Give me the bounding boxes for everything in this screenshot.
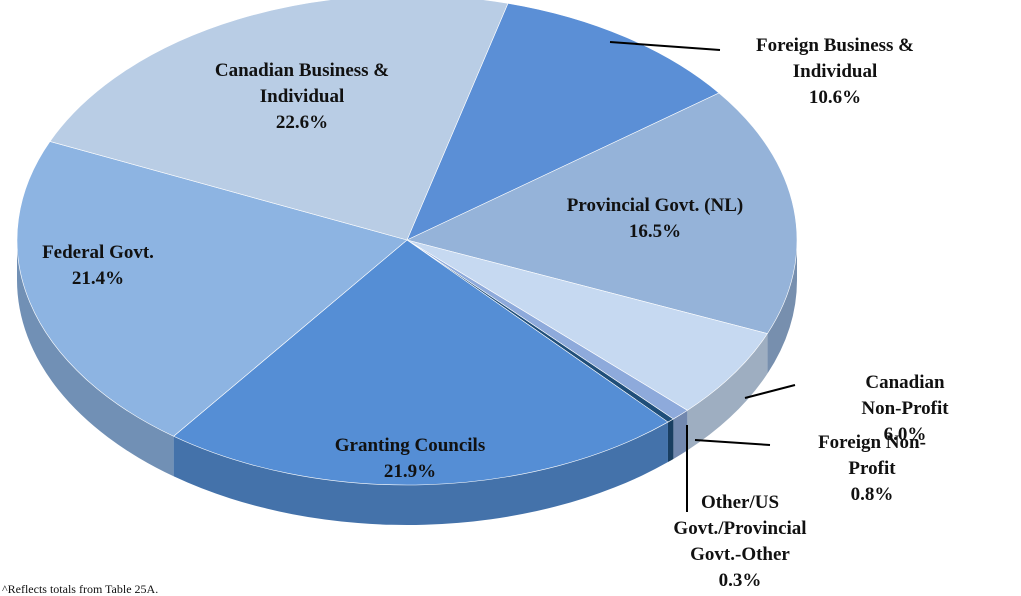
category-label: Other/US Govt./Provincial Govt.-Other <box>673 492 807 565</box>
slice-label: Canadian Non-Profit 6.0% <box>847 370 963 448</box>
slice-side <box>673 410 688 459</box>
category-label: Canadian Non-Profit <box>861 372 949 419</box>
category-label: Granting Councils <box>334 435 486 456</box>
value-label: 0.3% <box>718 570 762 591</box>
slice <box>173 239 669 486</box>
value-label: 0.8% <box>850 484 894 505</box>
leader-line <box>744 384 796 399</box>
leader-line <box>694 439 771 446</box>
value-label: 6.0% <box>883 424 927 445</box>
slice <box>16 141 408 437</box>
value-label: 21.9% <box>383 461 437 482</box>
slice-side <box>687 333 768 451</box>
slice-label: Foreign Business & Individual 10.6% <box>756 33 914 111</box>
category-label: Foreign Non-Profit <box>818 432 926 479</box>
leader-line <box>609 41 721 51</box>
slice <box>406 239 768 411</box>
slice-label: Provincial Govt. (NL) 16.5% <box>567 193 743 245</box>
slice-label: Other/US Govt./Provincial Govt.-Other 0.3… <box>673 490 806 594</box>
slice-side <box>767 240 797 374</box>
value-label: 10.6% <box>808 87 862 108</box>
value-label: 16.5% <box>628 221 682 242</box>
slice-side <box>17 240 174 477</box>
slice-side <box>173 422 668 525</box>
slice-label: Granting Councils 21.9% <box>335 433 485 485</box>
category-label: Provincial Govt. (NL) <box>566 195 744 216</box>
slice-side <box>667 418 674 463</box>
category-label: Canadian Business & Individual <box>214 60 390 107</box>
slice <box>406 92 798 334</box>
footnote: ^Reflects totals from Table 25A. <box>2 582 159 596</box>
slice <box>406 3 720 241</box>
category-label: Federal Govt. <box>42 242 154 263</box>
slice-label: Canadian Business & Individual 22.6% <box>215 58 389 136</box>
category-label: Foreign Business & Individual <box>755 35 915 82</box>
slice-label: Federal Govt. 21.4% <box>42 240 154 292</box>
slice-label: Foreign Non-Profit 0.8% <box>798 430 947 508</box>
value-label: 21.4% <box>71 268 125 289</box>
value-label: 22.6% <box>275 112 329 133</box>
slice <box>49 0 509 241</box>
